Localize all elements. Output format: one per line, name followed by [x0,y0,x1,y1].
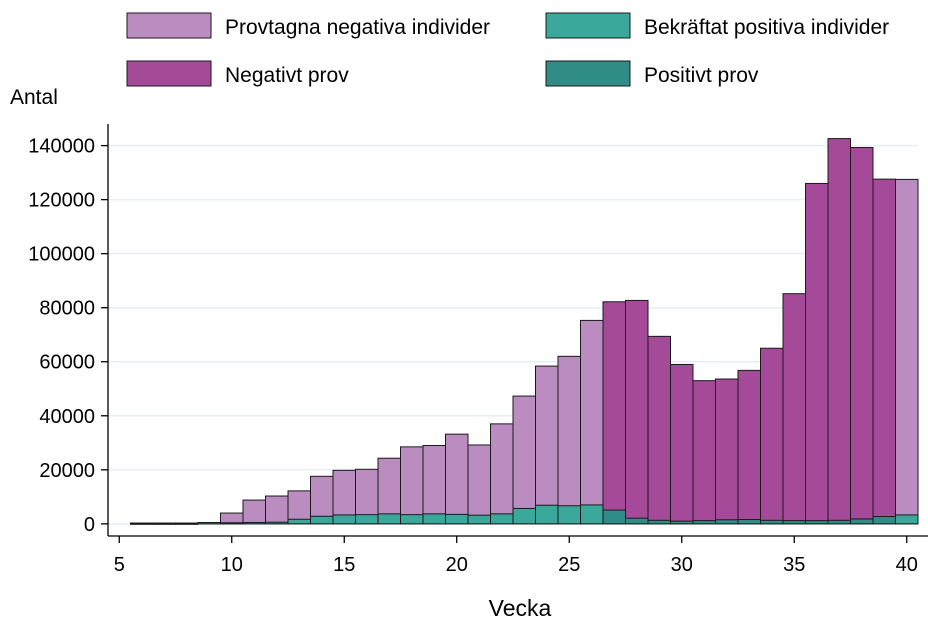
bar [760,347,784,525]
bar [850,147,874,525]
bar [220,522,244,525]
x-tick-label: 20 [446,554,468,576]
bar [850,518,874,525]
bar [242,521,266,525]
x-tick-label: 5 [114,554,125,576]
bar [580,319,604,525]
bar [782,520,806,525]
bar [715,519,739,525]
x-tick-label: 25 [558,554,580,576]
bar [692,380,716,525]
bar [512,507,536,525]
x-tick-label: 10 [221,554,243,576]
legend-label: Negativt prov [225,64,349,87]
bar [377,513,401,525]
bar [332,514,356,525]
legend-swatch [126,60,212,87]
bar [580,504,604,525]
y-tick-label: 80000 [39,298,95,320]
bar [602,509,626,525]
bar [422,513,446,525]
y-tick-label: 60000 [39,352,95,374]
legend-swatch [545,12,631,39]
bar [175,523,199,525]
bar [197,521,221,525]
bar [512,395,536,525]
bar [895,178,919,525]
bar [872,178,896,525]
y-axis-label: Antal [10,86,58,109]
bar [445,433,469,525]
legend-label: Provtagna negativa individer [225,16,490,39]
y-tick-label: 40000 [39,406,95,428]
bar [827,138,851,525]
y-tick-label: 140000 [28,136,95,158]
legend-label: Bekräftat positiva individer [644,16,889,39]
bar [422,445,446,525]
bar [355,514,379,525]
bar [782,293,806,525]
x-tick-label: 40 [896,554,918,576]
legend-swatch [545,60,631,87]
bar [737,519,761,525]
bar [670,520,694,525]
bar [602,301,626,525]
bar [805,520,829,525]
bar [400,446,424,525]
axes: 0 20000 40000 60000 80000 100000 120000 140000 5… [28,124,928,576]
bar [265,521,289,525]
bar [670,363,694,525]
legend-label: Positivt prov [644,64,759,87]
bar [310,515,334,525]
y-tick-label: 20000 [39,460,95,482]
bar [400,514,424,525]
y-tick-label: 120000 [28,190,95,212]
bar [647,335,671,525]
bar [490,513,514,525]
bar [715,378,739,525]
bar [467,444,491,525]
bar [287,518,311,525]
bar [557,355,581,525]
bar [152,523,176,525]
bar [535,365,559,525]
bar [557,505,581,525]
legend: Provtagna negativa individer Bekräftat po… [126,12,889,87]
bar [265,495,289,525]
x-tick-label: 30 [671,554,693,576]
bar [467,514,491,525]
bar [625,299,649,525]
bar [647,519,671,525]
bar [872,516,896,525]
bar [220,512,244,525]
bar [535,504,559,525]
bar [625,517,649,525]
x-tick-label: 35 [783,554,805,576]
legend-swatch [126,12,212,39]
bars [130,138,919,525]
bar [445,513,469,525]
bar [805,182,829,525]
bar [490,423,514,525]
bar [827,519,851,525]
y-tick-label: 100000 [28,244,95,266]
bar [895,514,919,525]
x-axis-label: Vecka [489,595,552,619]
bar [737,369,761,525]
x-tick-label: 15 [333,554,355,576]
bar [130,523,154,525]
bar [760,519,784,525]
bar [692,520,716,525]
bar [242,499,266,525]
y-tick-label: 0 [84,514,95,536]
